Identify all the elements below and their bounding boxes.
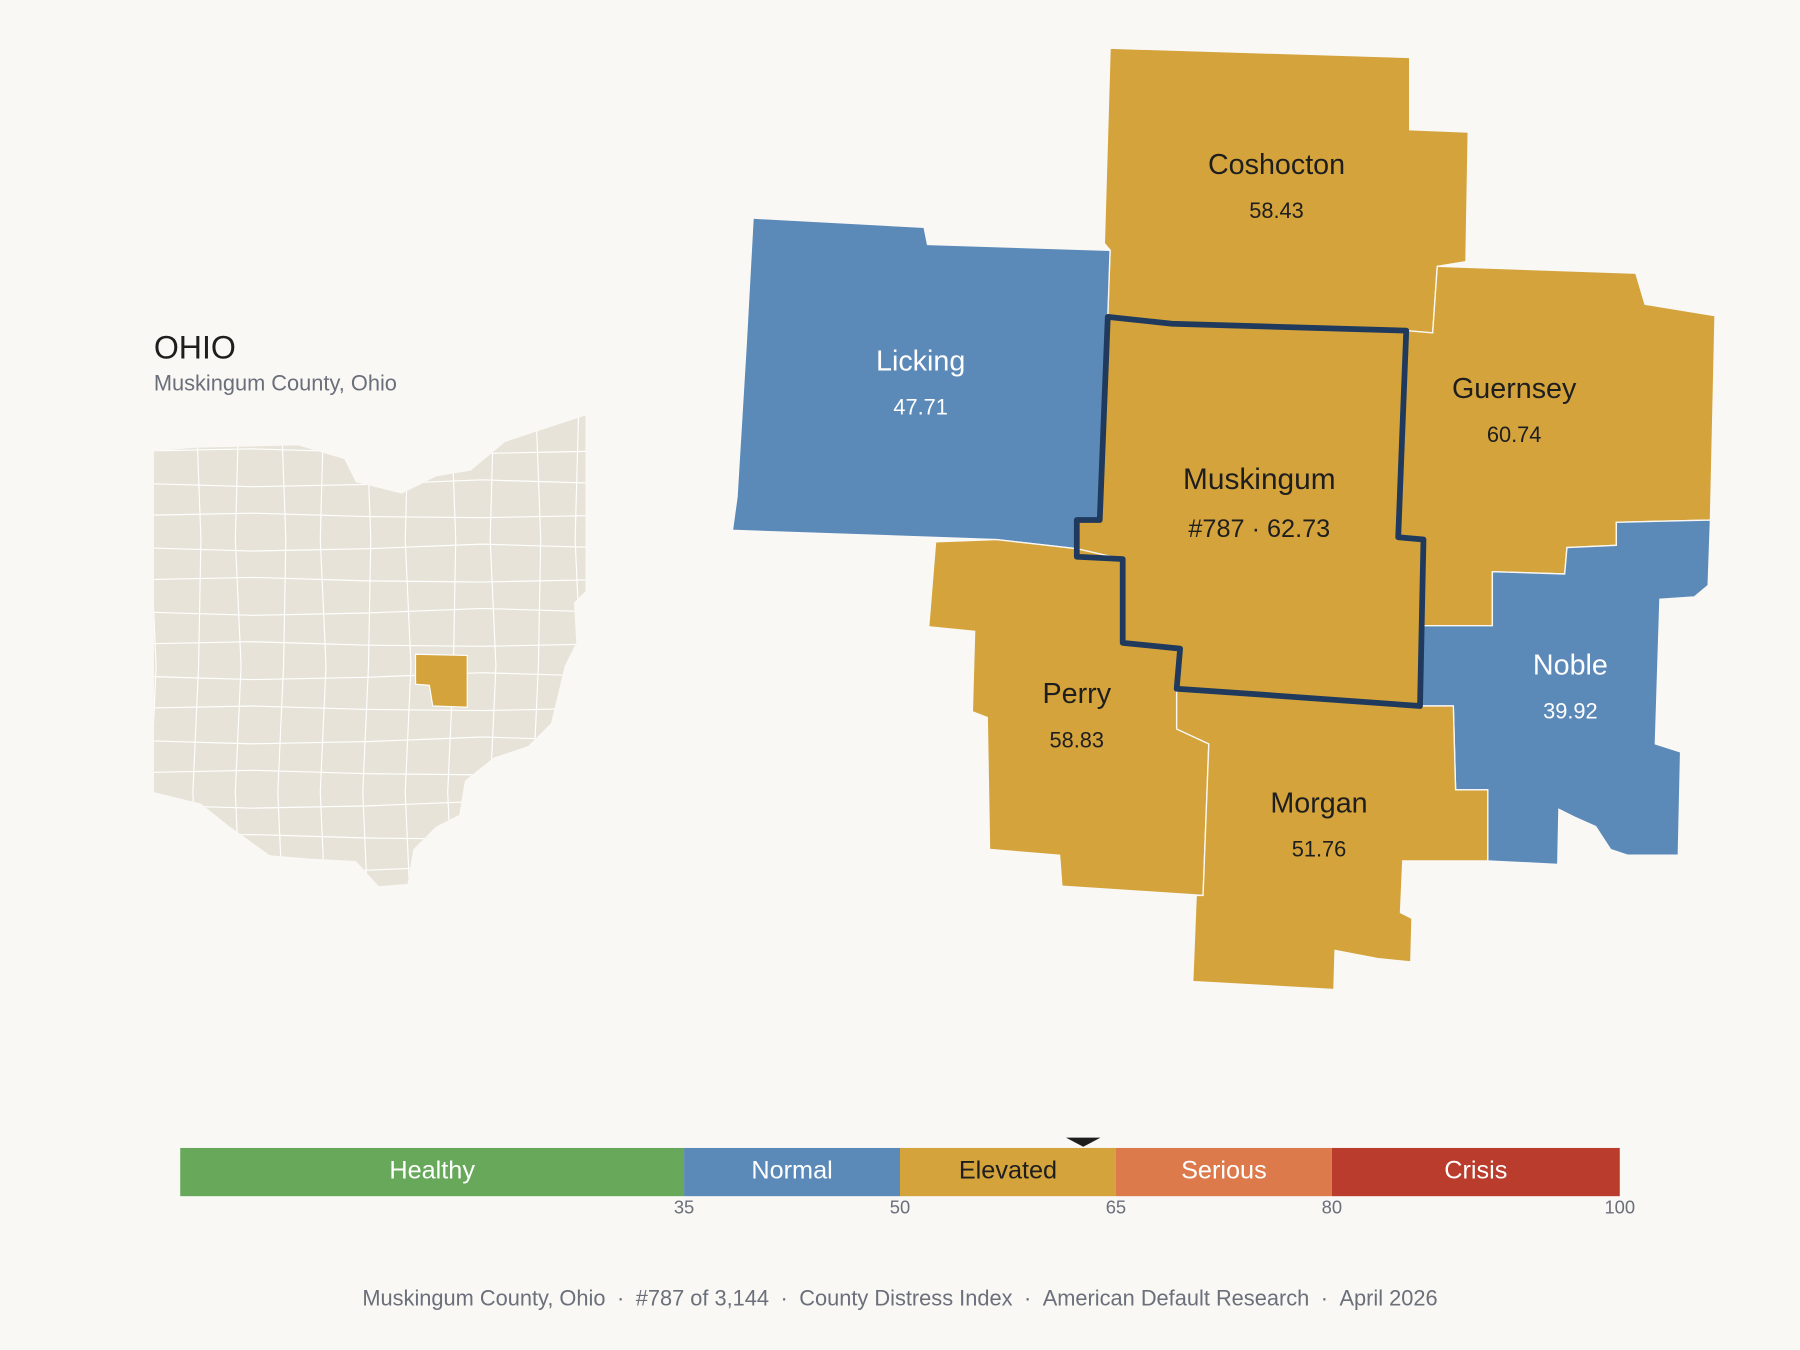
legend-band: [180, 1147, 685, 1197]
county-value: 60.74: [1487, 422, 1542, 447]
legend-tick-label: 50: [890, 1197, 910, 1218]
legend-tick-label: 80: [1322, 1197, 1342, 1218]
legend-band-label: Elevated: [959, 1157, 1057, 1185]
legend-band: [684, 1147, 900, 1197]
legend-tick-label: 65: [1106, 1197, 1126, 1218]
county-group: Coshocton 58.43 Licking 47.71 Guernsey 60.74 M…: [731, 47, 1716, 991]
county-border: [234, 415, 242, 887]
legend-band: [1331, 1147, 1620, 1197]
county-border: [277, 415, 287, 887]
footer-separator: ·: [781, 1285, 788, 1310]
county-border: [153, 415, 157, 887]
county-name: Noble: [1533, 650, 1608, 682]
county-value: #787 · 62.73: [1188, 515, 1330, 543]
legend-band-label: Healthy: [389, 1157, 475, 1185]
ohio-land: [153, 415, 586, 887]
county-border: [404, 415, 412, 887]
county-value: 39.92: [1543, 699, 1598, 724]
county-border: [153, 705, 586, 712]
legend-band: [1115, 1147, 1332, 1197]
legend-band-label: Normal: [751, 1157, 832, 1185]
county-name: Muskingum: [1183, 463, 1336, 496]
county-border: [153, 576, 586, 583]
county-name: Perry: [1043, 678, 1112, 710]
legend: Healthy Normal Elevated Serious Crisis 35 50 65…: [180, 1137, 1635, 1218]
footer-item: Muskingum County, Ohio: [362, 1285, 605, 1310]
county-name: Coshocton: [1208, 149, 1345, 181]
county: [1175, 688, 1489, 991]
footer-separator: ·: [1024, 1285, 1031, 1310]
focus-county: [414, 653, 468, 708]
value-marker: [1066, 1137, 1101, 1147]
county-name: Licking: [876, 345, 965, 377]
footer-separator: ·: [1321, 1285, 1328, 1310]
county-value: 58.43: [1249, 198, 1304, 223]
footer-item: April 2026: [1339, 1285, 1437, 1310]
legend-band-label: Serious: [1181, 1157, 1267, 1185]
county: [1103, 47, 1469, 334]
county-value: 58.83: [1050, 727, 1105, 752]
county-border: [153, 736, 586, 745]
county-border: [153, 641, 586, 647]
footer-item: #787 of 3,144: [636, 1285, 769, 1310]
footer-item: County Distress Index: [799, 1285, 1012, 1310]
county-name: Guernsey: [1452, 373, 1577, 405]
county-border: [319, 415, 327, 887]
footer: Muskingum County, Ohio · #787 of 3,144 · Cou…: [362, 1285, 1437, 1310]
legend-tick-label: 100: [1604, 1197, 1635, 1218]
county-border: [153, 543, 586, 552]
county-value: 47.71: [893, 394, 948, 419]
footer-item: American Default Research: [1043, 1285, 1310, 1310]
county-border: [153, 607, 586, 616]
county-value: 51.76: [1292, 836, 1347, 861]
footer-separator: ·: [617, 1285, 624, 1310]
legend-tick-label: 35: [674, 1197, 694, 1218]
county-border: [362, 415, 372, 887]
state-title: OHIO: [154, 330, 236, 366]
county-name: Morgan: [1270, 787, 1367, 819]
legend-band: [900, 1147, 1116, 1197]
focus-outline: [1073, 313, 1427, 709]
legend-band-label: Crisis: [1444, 1157, 1507, 1185]
ohio-map: [153, 415, 586, 887]
county-border: [153, 672, 586, 681]
state-subtitle: Muskingum County, Ohio: [154, 370, 397, 395]
county: [731, 217, 1111, 550]
county-border: [153, 512, 586, 519]
